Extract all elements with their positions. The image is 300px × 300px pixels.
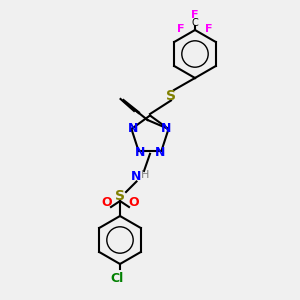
Text: N: N (131, 170, 142, 184)
Text: F: F (191, 10, 199, 20)
Text: N: N (135, 146, 145, 159)
Text: N: N (128, 122, 138, 136)
Text: F: F (206, 23, 213, 34)
Text: F: F (177, 23, 184, 34)
Text: S: S (115, 190, 125, 203)
Text: O: O (128, 196, 139, 209)
Text: N: N (161, 122, 171, 136)
Text: N: N (155, 146, 165, 159)
Text: H: H (141, 170, 150, 181)
Text: O: O (101, 196, 112, 209)
Text: S: S (166, 89, 176, 103)
Text: Cl: Cl (110, 272, 124, 284)
Text: C: C (192, 19, 198, 28)
